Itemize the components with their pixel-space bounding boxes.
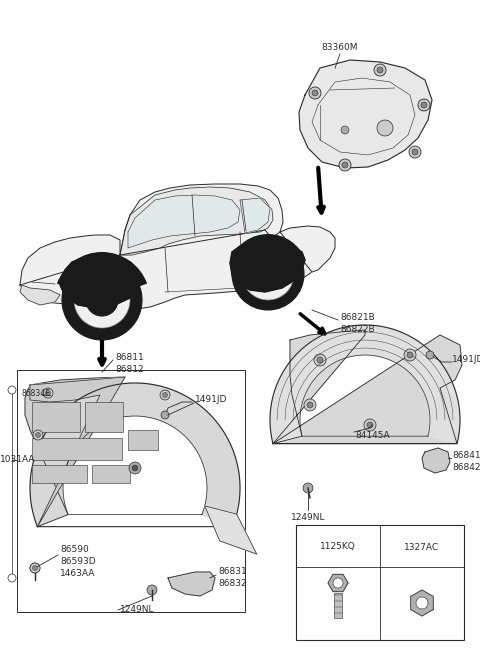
Circle shape [416, 597, 428, 609]
Polygon shape [30, 377, 125, 527]
Polygon shape [60, 258, 140, 308]
Circle shape [341, 126, 349, 134]
Polygon shape [20, 285, 60, 305]
Polygon shape [273, 335, 462, 444]
Circle shape [46, 391, 50, 395]
Text: 86593D: 86593D [60, 557, 96, 566]
Circle shape [43, 388, 53, 398]
Circle shape [36, 432, 40, 437]
Circle shape [8, 574, 16, 582]
Text: 84145A: 84145A [355, 430, 390, 439]
Polygon shape [120, 187, 273, 255]
Circle shape [309, 87, 321, 99]
Polygon shape [411, 590, 433, 616]
Text: 83360M: 83360M [322, 43, 358, 52]
Text: 86831: 86831 [218, 568, 247, 577]
Text: 1463AA: 1463AA [60, 570, 96, 579]
Text: 1249NL: 1249NL [120, 605, 155, 614]
Circle shape [303, 483, 313, 493]
Circle shape [62, 260, 142, 340]
Circle shape [364, 419, 376, 431]
Circle shape [342, 162, 348, 168]
Circle shape [232, 238, 304, 310]
Circle shape [421, 102, 427, 108]
Text: 1249NL: 1249NL [291, 513, 325, 522]
Circle shape [404, 349, 416, 361]
Polygon shape [20, 235, 120, 285]
Polygon shape [299, 60, 432, 168]
Circle shape [8, 386, 16, 394]
Circle shape [254, 260, 282, 288]
Text: 86811: 86811 [115, 353, 144, 362]
Circle shape [407, 352, 413, 358]
Circle shape [312, 90, 318, 96]
Polygon shape [328, 574, 348, 592]
Text: 86834E: 86834E [22, 389, 51, 397]
Text: 1125KQ: 1125KQ [320, 542, 356, 551]
Polygon shape [25, 377, 125, 527]
Wedge shape [57, 252, 147, 300]
Circle shape [147, 585, 157, 595]
Circle shape [409, 146, 421, 158]
Circle shape [377, 67, 383, 73]
Circle shape [242, 248, 294, 300]
Polygon shape [422, 448, 450, 473]
Polygon shape [280, 226, 335, 272]
Circle shape [33, 430, 43, 440]
FancyBboxPatch shape [334, 593, 342, 618]
Polygon shape [30, 383, 240, 527]
Text: 86832: 86832 [218, 579, 247, 588]
Circle shape [33, 566, 37, 570]
FancyBboxPatch shape [32, 438, 122, 460]
Circle shape [367, 422, 373, 428]
Polygon shape [270, 325, 460, 444]
FancyBboxPatch shape [32, 402, 80, 432]
Circle shape [86, 284, 118, 316]
Polygon shape [230, 242, 305, 292]
Circle shape [161, 411, 169, 419]
Circle shape [412, 149, 418, 155]
FancyBboxPatch shape [92, 465, 130, 483]
Circle shape [317, 357, 323, 363]
Circle shape [377, 120, 393, 136]
Circle shape [304, 399, 316, 411]
Circle shape [160, 390, 170, 400]
Text: 86842: 86842 [452, 463, 480, 472]
Circle shape [30, 563, 40, 573]
Circle shape [314, 354, 326, 366]
Text: 86812: 86812 [115, 364, 144, 373]
Circle shape [74, 272, 130, 328]
Circle shape [129, 462, 141, 474]
Circle shape [418, 99, 430, 111]
Polygon shape [205, 506, 257, 554]
Circle shape [374, 64, 386, 76]
FancyBboxPatch shape [85, 402, 123, 432]
Circle shape [307, 402, 313, 408]
FancyBboxPatch shape [32, 465, 87, 483]
Circle shape [339, 159, 351, 171]
Polygon shape [168, 572, 215, 596]
Polygon shape [128, 195, 240, 248]
Text: 1327AC: 1327AC [405, 542, 440, 551]
Polygon shape [240, 198, 270, 233]
Text: 1491JD: 1491JD [195, 395, 228, 404]
Circle shape [30, 563, 40, 573]
Circle shape [132, 465, 138, 471]
Polygon shape [20, 230, 323, 310]
Text: 1031AA: 1031AA [0, 456, 36, 465]
Wedge shape [230, 234, 306, 274]
FancyBboxPatch shape [128, 430, 158, 450]
Text: 86822B: 86822B [340, 325, 374, 334]
Text: 86590: 86590 [60, 546, 89, 555]
Circle shape [426, 351, 434, 359]
Circle shape [163, 393, 168, 397]
Text: 1491JD: 1491JD [452, 356, 480, 364]
FancyBboxPatch shape [296, 525, 464, 640]
Polygon shape [120, 184, 283, 255]
Text: 86841: 86841 [452, 450, 480, 459]
Polygon shape [273, 330, 365, 444]
Text: 86821B: 86821B [340, 314, 375, 323]
Circle shape [333, 578, 343, 588]
